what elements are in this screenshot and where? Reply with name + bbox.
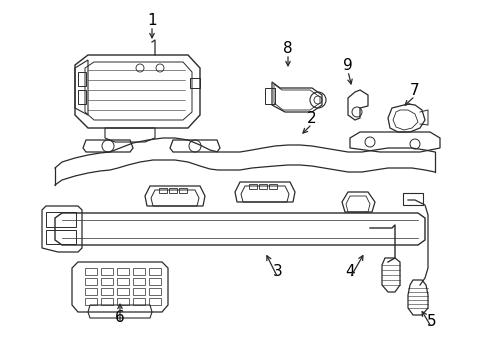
Bar [117, 278, 129, 285]
Text: 5: 5 [427, 315, 436, 329]
Bar [159, 188, 167, 193]
Bar [179, 188, 186, 193]
Bar [264, 88, 274, 104]
Text: 6: 6 [115, 310, 124, 325]
Bar [101, 298, 113, 305]
Bar [85, 298, 97, 305]
Text: 8: 8 [283, 41, 292, 55]
Bar [133, 298, 145, 305]
Text: 2: 2 [306, 111, 316, 126]
Text: 3: 3 [273, 265, 282, 279]
Bar [46, 212, 76, 227]
Bar [117, 288, 129, 295]
Bar [78, 90, 86, 104]
Bar [149, 268, 161, 275]
Bar [46, 230, 76, 244]
Bar [169, 188, 177, 193]
Bar [78, 72, 86, 86]
Bar [268, 184, 276, 189]
Bar [85, 278, 97, 285]
Bar [101, 288, 113, 295]
Bar [85, 288, 97, 295]
Bar [248, 184, 257, 189]
Bar [133, 268, 145, 275]
Bar [85, 268, 97, 275]
Bar [259, 184, 266, 189]
Bar [101, 278, 113, 285]
Bar [149, 288, 161, 295]
Text: 4: 4 [345, 265, 354, 279]
Text: 1: 1 [147, 13, 157, 27]
Text: 9: 9 [343, 58, 352, 72]
Bar [402, 193, 422, 205]
Bar [149, 298, 161, 305]
Bar [133, 288, 145, 295]
Bar [101, 268, 113, 275]
Text: 7: 7 [409, 82, 419, 98]
Bar [117, 268, 129, 275]
Bar [149, 278, 161, 285]
Bar [117, 298, 129, 305]
Bar [133, 278, 145, 285]
